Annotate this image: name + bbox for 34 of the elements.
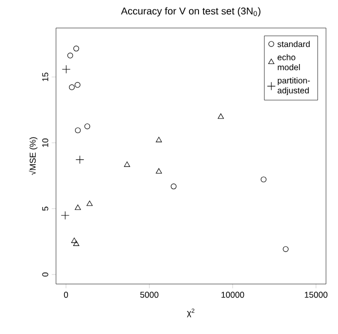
point (282, 246, 289, 252)
x-tick-label: 0 (64, 292, 68, 298)
point (76, 155, 84, 164)
point (218, 113, 224, 119)
x-tick-label: 15000 (304, 292, 328, 298)
legend-label: standard (278, 40, 310, 48)
point (71, 238, 78, 243)
point (68, 84, 75, 90)
point (74, 82, 80, 88)
point (73, 46, 80, 52)
point (260, 176, 266, 182)
x-axis-title: χ$^{2}$ (186, 308, 194, 318)
y-tick-label: 15 (42, 72, 48, 82)
chart-title: Accuracy for V on test set (3N$_{0}$) (121, 7, 260, 16)
legend-label: echo model (278, 54, 300, 70)
point (156, 136, 162, 142)
point (124, 161, 130, 167)
point (170, 184, 176, 190)
x-tick-label: 10000 (222, 292, 244, 298)
point (84, 124, 90, 130)
y-tick-label: 0 (42, 272, 48, 277)
point (86, 200, 93, 206)
point (73, 240, 80, 246)
point (60, 211, 70, 220)
x-tick-label: 5000 (140, 292, 158, 298)
point (67, 52, 74, 58)
y-axis-title: √MSE (%) (28, 137, 38, 176)
y-tick-label: 5 (42, 206, 48, 211)
point (156, 168, 162, 174)
legend-label: partition-adjusted (278, 77, 310, 96)
point (74, 127, 81, 134)
point (62, 64, 70, 74)
point (74, 204, 81, 210)
y-tick-label: 10 (42, 138, 48, 147)
